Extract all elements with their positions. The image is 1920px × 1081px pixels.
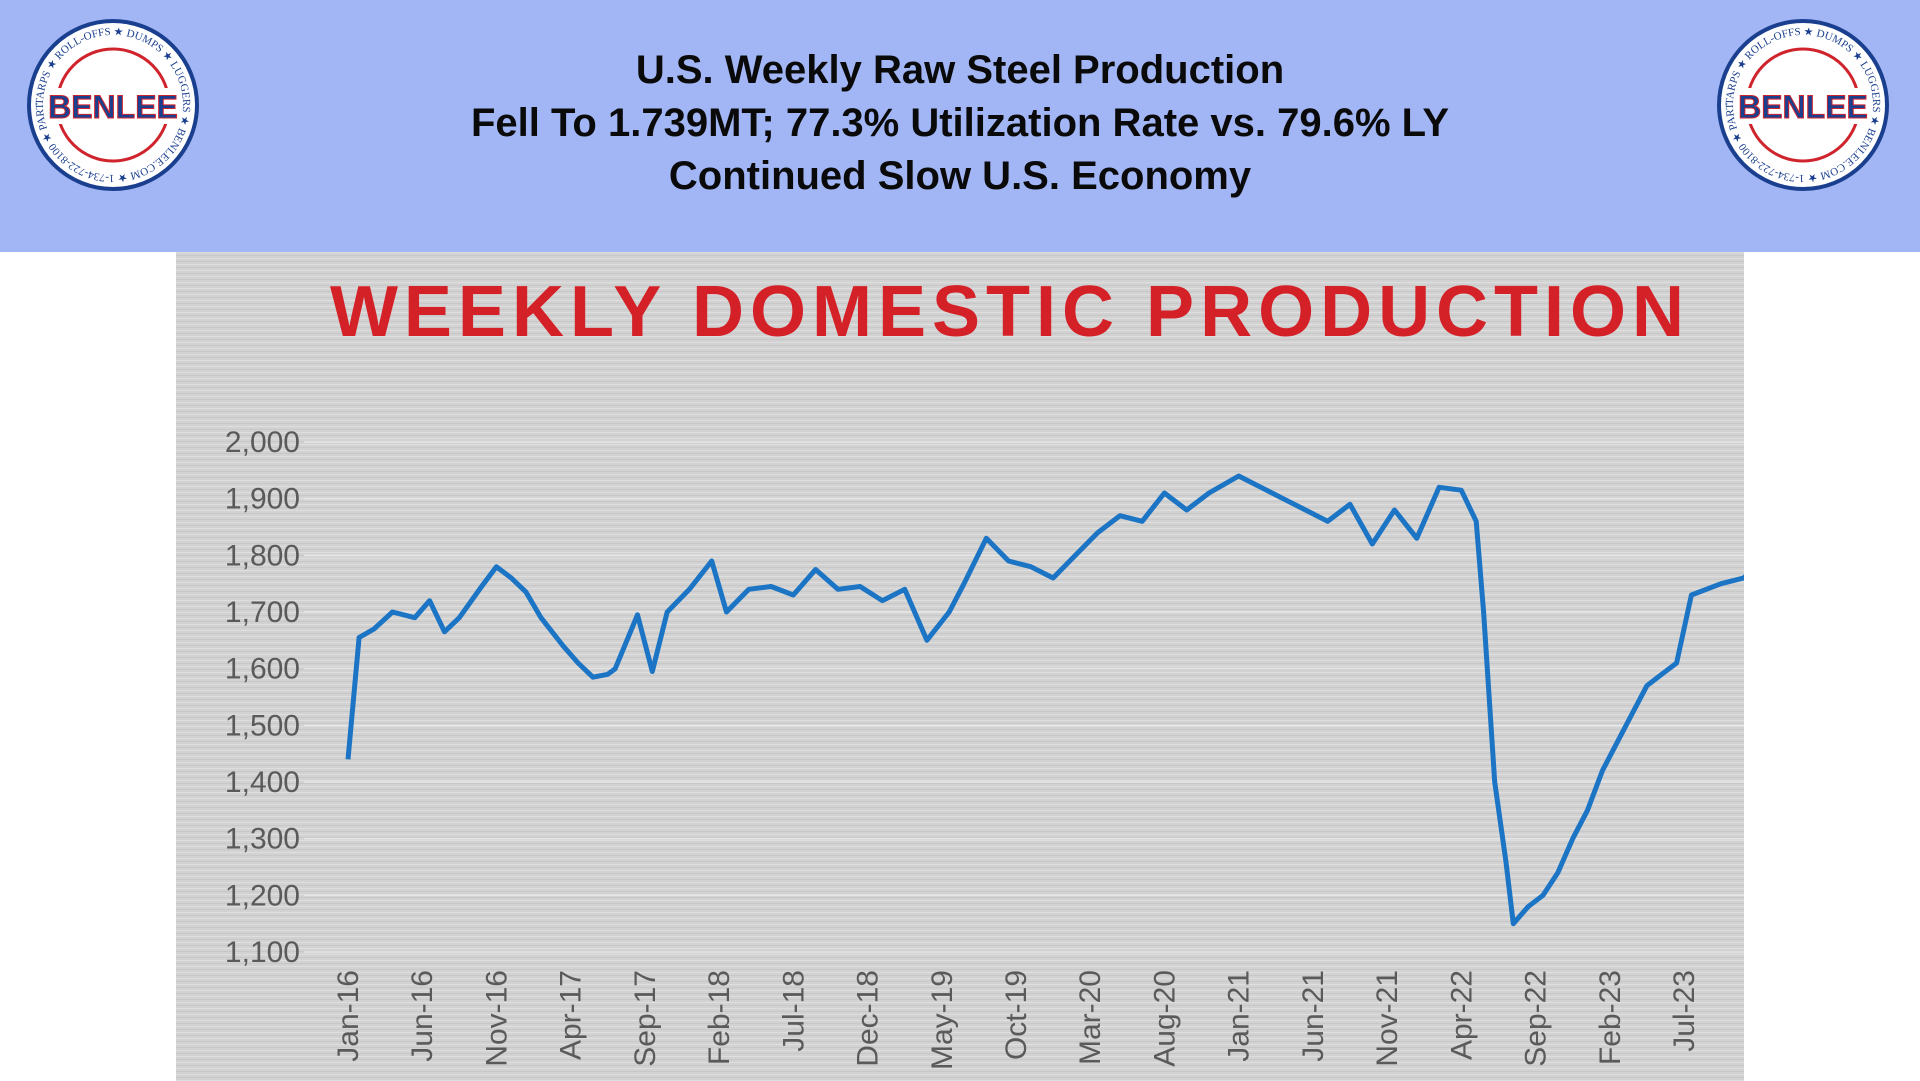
x-tick-label: May-19: [926, 970, 959, 1070]
x-tick-label: Apr-17: [555, 970, 588, 1060]
benlee-logo-left: TARPS ★ ROLL-OFFS ★ DUMPS ★ LUGGERS ★ BE…: [26, 18, 199, 191]
grid-lines: [304, 441, 1744, 953]
x-tick-label: Mar-20: [1074, 970, 1107, 1065]
chart-title: WEEKLY DOMESTIC PRODUCTION: [330, 272, 1690, 352]
x-tick-label: Feb-18: [703, 970, 736, 1065]
benlee-logo-right: TARPS ★ ROLL-OFFS ★ DUMPS ★ LUGGERS ★ BE…: [1716, 18, 1889, 191]
x-tick-label: Feb-23: [1594, 970, 1627, 1065]
x-tick-label: Apr-22: [1445, 970, 1478, 1060]
x-axis-ticks: Jan-16 Jun-16 Nov-16 Apr-17 Sep-17 Feb-18 Jul-…: [332, 970, 1701, 1070]
x-tick-label: Aug-20: [1148, 970, 1181, 1067]
y-tick-label: 1,200: [225, 879, 300, 912]
x-tick-label: Nov-21: [1371, 970, 1404, 1067]
logo-wordmark: BENLEE: [1738, 89, 1868, 125]
y-tick-label: 1,300: [225, 823, 300, 856]
y-tick-label: 1,900: [225, 483, 300, 516]
x-tick-label: Jun-16: [406, 970, 439, 1062]
headline-line-2: Fell To 1.739MT; 77.3% Utilization Rate …: [470, 101, 1450, 145]
x-tick-label: Nov-16: [480, 970, 513, 1067]
y-tick-label: 1,400: [225, 766, 300, 799]
chart-background: [176, 252, 1744, 1081]
x-tick-label: Jul-18: [777, 970, 810, 1052]
headline-line-3: Continued Slow U.S. Economy: [668, 154, 1252, 198]
x-tick-label: Jul-23: [1668, 970, 1701, 1052]
headline: U.S. Weekly Raw Steel Production Fell To…: [330, 44, 1590, 203]
x-tick-label: Oct-19: [1000, 970, 1033, 1060]
y-tick-label: 1,600: [225, 653, 300, 686]
x-tick-label: Jun-21: [1297, 970, 1330, 1062]
x-tick-label: Jan-16: [332, 970, 365, 1062]
logo-wordmark: BENLEE: [48, 89, 178, 125]
x-tick-label: Dec-18: [852, 970, 885, 1067]
production-chart: WEEKLY DOMESTIC PRODUCTION 2,000 1,900 1,8…: [176, 252, 1744, 1081]
y-tick-label: 1,100: [225, 936, 300, 969]
x-tick-label: Jan-21: [1223, 970, 1256, 1062]
headline-line-1: U.S. Weekly Raw Steel Production: [635, 48, 1285, 92]
x-tick-label: Sep-17: [629, 970, 662, 1067]
y-tick-label: 1,500: [225, 709, 300, 742]
x-tick-label: Sep-22: [1520, 970, 1553, 1067]
series-line-weekly-production: [345, 473, 1744, 927]
y-tick-label: 1,800: [225, 539, 300, 572]
y-axis-ticks: 2,000 1,900 1,800 1,700 1,600 1,500 1,400 1,300…: [225, 426, 300, 969]
y-tick-label: 2,000: [225, 426, 300, 459]
y-tick-label: 1,700: [225, 596, 300, 629]
chart-panel: WEEKLY DOMESTIC PRODUCTION 2,000 1,900 1,8…: [176, 252, 1744, 1081]
header-banner: U.S. Weekly Raw Steel Production Fell To…: [0, 0, 1920, 252]
